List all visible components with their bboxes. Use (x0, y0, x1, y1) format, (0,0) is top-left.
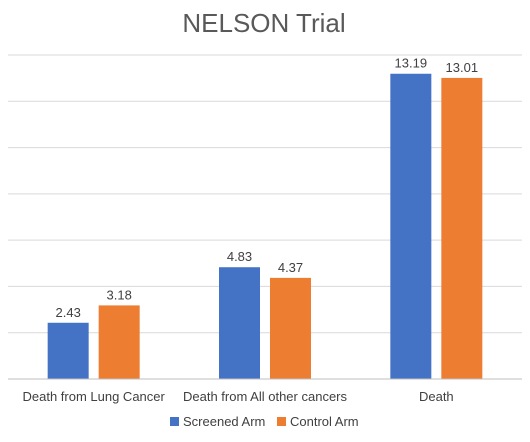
legend-swatch (170, 417, 179, 426)
bar-screened-arm-1 (219, 267, 260, 379)
bar-screened-arm-2 (390, 73, 432, 379)
legend-label: Control Arm (290, 414, 359, 429)
category-labels: Death from Lung Cancer Death from All oth… (22, 389, 453, 404)
bars (47, 73, 483, 379)
data-label: 13.01 (446, 60, 479, 75)
legend-swatch (277, 417, 286, 426)
data-labels: 2.43 3.18 4.83 4.37 13.19 13.01 (56, 56, 479, 320)
bar-screened-arm-0 (47, 322, 89, 379)
category-label: Death (419, 389, 454, 404)
legend-label: Screened Arm (183, 414, 265, 429)
data-label: 4.83 (227, 249, 252, 264)
chart-title: NELSON Trial (182, 8, 345, 38)
legend: Screened Arm Control Arm (170, 414, 359, 429)
category-label: Death from Lung Cancer (22, 389, 165, 404)
gridlines (8, 54, 522, 334)
category-label: Death from All other cancers (183, 389, 348, 404)
bar-control-arm-1 (270, 277, 311, 379)
data-label: 2.43 (56, 305, 81, 320)
bar-control-arm-0 (98, 305, 140, 379)
bar-control-arm-2 (441, 77, 483, 379)
data-label: 4.37 (278, 260, 303, 275)
data-label: 3.18 (107, 287, 132, 302)
data-label: 13.19 (395, 56, 428, 71)
